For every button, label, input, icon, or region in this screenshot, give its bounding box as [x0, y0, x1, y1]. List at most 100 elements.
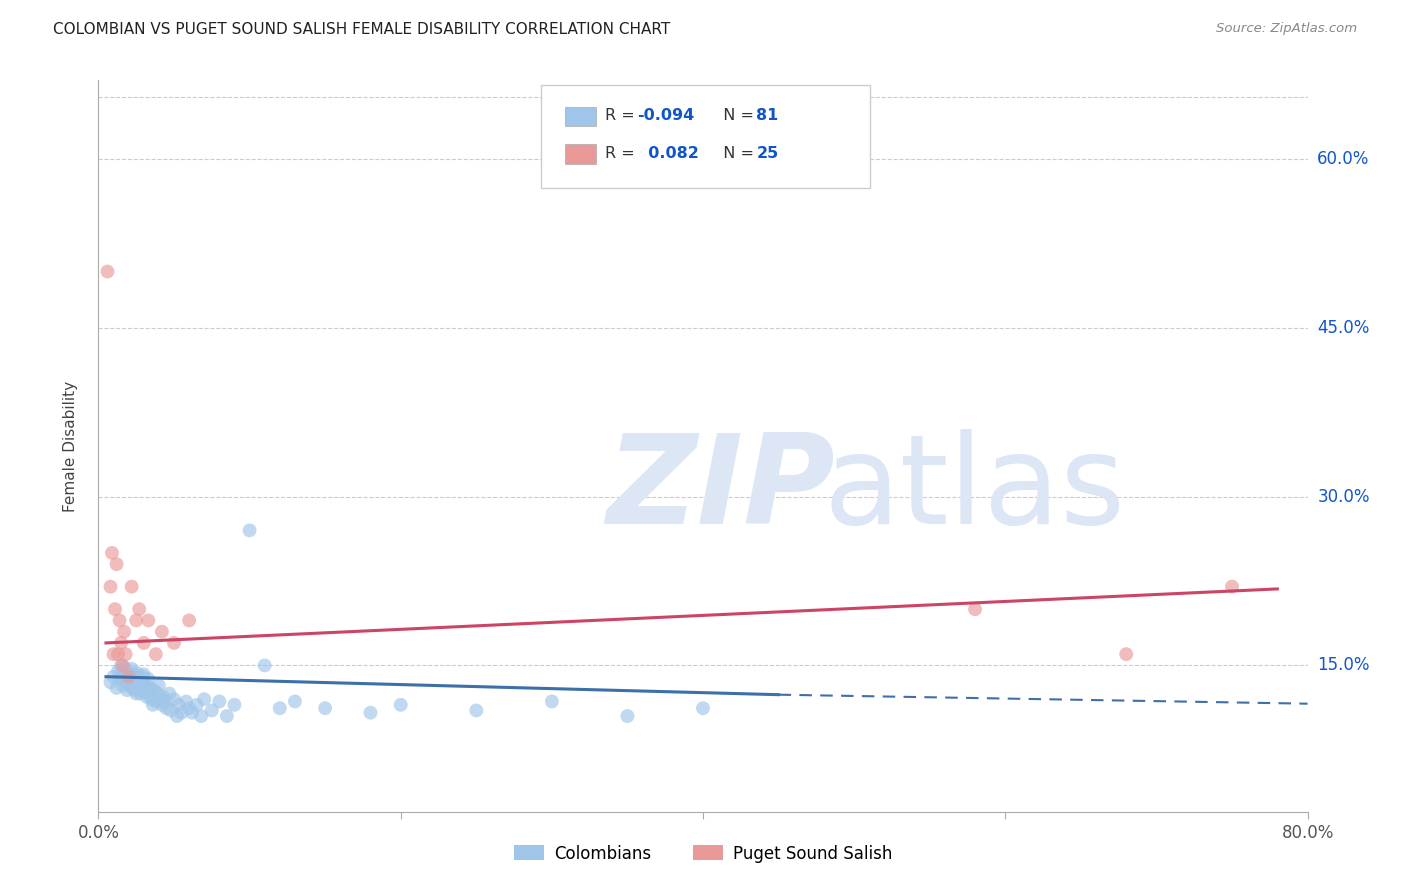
- Point: [132, 667, 155, 681]
- Point: [111, 658, 134, 673]
- Point: [170, 706, 193, 720]
- Point: [150, 698, 173, 712]
- Text: 60.0%: 60.0%: [1317, 150, 1369, 168]
- Point: [122, 667, 145, 681]
- Point: [128, 602, 150, 616]
- Point: [124, 674, 146, 689]
- Point: [127, 672, 149, 686]
- Point: [121, 662, 143, 676]
- Point: [129, 687, 152, 701]
- Text: COLOMBIAN VS PUGET SOUND SALISH FEMALE DISABILITY CORRELATION CHART: COLOMBIAN VS PUGET SOUND SALISH FEMALE D…: [53, 22, 671, 37]
- Point: [103, 670, 125, 684]
- Text: 25: 25: [756, 145, 779, 161]
- Point: [174, 694, 197, 708]
- Point: [146, 687, 169, 701]
- Point: [166, 709, 188, 723]
- Point: [135, 690, 157, 704]
- Point: [145, 647, 167, 661]
- Point: [118, 673, 141, 687]
- Point: [96, 264, 118, 278]
- Point: [153, 694, 176, 708]
- Text: atlas: atlas: [824, 429, 1126, 550]
- Point: [108, 614, 131, 628]
- Text: 81: 81: [756, 108, 779, 123]
- Point: [105, 681, 128, 695]
- Point: [120, 668, 142, 682]
- Point: [149, 692, 172, 706]
- Point: [692, 701, 714, 715]
- Point: [103, 647, 125, 661]
- Y-axis label: Female Disability: Female Disability: [63, 380, 77, 512]
- Legend: Colombians, Puget Sound Salish: Colombians, Puget Sound Salish: [508, 838, 898, 869]
- Point: [143, 683, 166, 698]
- Point: [105, 557, 128, 571]
- Text: R =: R =: [605, 145, 640, 161]
- Point: [131, 683, 153, 698]
- Point: [110, 667, 132, 681]
- Point: [134, 677, 156, 691]
- Point: [163, 636, 186, 650]
- Point: [110, 658, 132, 673]
- Point: [112, 624, 135, 639]
- Point: [132, 636, 155, 650]
- Point: [112, 661, 135, 675]
- Point: [114, 674, 136, 689]
- Point: [121, 681, 143, 695]
- Point: [100, 580, 122, 594]
- Point: [965, 602, 987, 616]
- Text: -0.094: -0.094: [637, 108, 695, 123]
- Point: [239, 524, 262, 538]
- Text: 30.0%: 30.0%: [1317, 488, 1369, 506]
- Point: [132, 675, 155, 690]
- Point: [118, 670, 141, 684]
- Point: [115, 683, 138, 698]
- Text: 0.082: 0.082: [637, 145, 699, 161]
- Point: [148, 679, 170, 693]
- Point: [179, 614, 201, 628]
- Point: [136, 614, 159, 628]
- Point: [115, 670, 138, 684]
- Point: [114, 647, 136, 661]
- Point: [155, 701, 177, 715]
- Point: [150, 624, 173, 639]
- Text: Source: ZipAtlas.com: Source: ZipAtlas.com: [1216, 22, 1357, 36]
- Point: [314, 701, 336, 715]
- Point: [186, 698, 208, 712]
- Point: [208, 694, 231, 708]
- Point: [215, 709, 238, 723]
- Point: [616, 709, 638, 723]
- Point: [125, 670, 148, 684]
- Point: [101, 546, 124, 560]
- Point: [540, 694, 562, 708]
- Text: N =: N =: [713, 145, 759, 161]
- Point: [193, 692, 215, 706]
- Point: [122, 675, 145, 690]
- Point: [129, 677, 152, 691]
- Text: 15.0%: 15.0%: [1317, 657, 1369, 674]
- Point: [139, 681, 162, 695]
- Point: [179, 701, 201, 715]
- Point: [141, 692, 163, 706]
- Point: [100, 675, 122, 690]
- Point: [131, 670, 153, 684]
- Text: R =: R =: [605, 108, 640, 123]
- Point: [160, 703, 183, 717]
- Point: [134, 684, 156, 698]
- Point: [159, 687, 181, 701]
- Point: [181, 706, 204, 720]
- Point: [284, 694, 307, 708]
- Point: [1115, 647, 1137, 661]
- Point: [124, 683, 146, 698]
- Point: [125, 614, 148, 628]
- Point: [1220, 580, 1243, 594]
- Point: [136, 672, 159, 686]
- Point: [121, 580, 143, 594]
- Point: [114, 666, 136, 681]
- Point: [142, 698, 165, 712]
- Point: [465, 703, 488, 717]
- Point: [127, 666, 149, 681]
- Point: [201, 703, 224, 717]
- Point: [152, 690, 174, 704]
- Point: [104, 602, 127, 616]
- Point: [145, 694, 167, 708]
